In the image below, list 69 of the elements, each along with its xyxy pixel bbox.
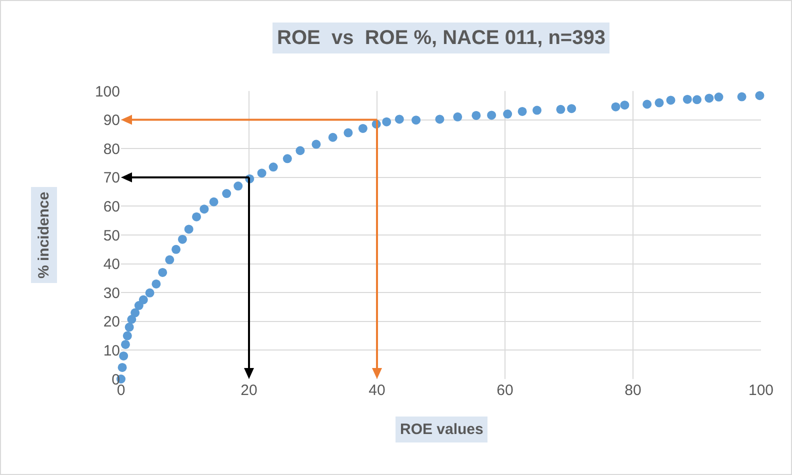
point (257, 168, 266, 178)
x-tick-label: 100 (748, 382, 774, 399)
point (358, 124, 368, 133)
point (158, 268, 168, 277)
y-tick-label: 90 (103, 112, 120, 130)
point (472, 110, 481, 120)
point (119, 351, 128, 360)
point (138, 295, 148, 304)
point (282, 154, 292, 164)
point (118, 362, 127, 372)
y-tick-label: 80 (103, 140, 120, 158)
point (130, 308, 140, 318)
y-tick-label: 40 (103, 256, 120, 274)
point (234, 182, 243, 191)
x-tick-label: 40 (368, 382, 386, 399)
point (192, 212, 202, 222)
point (268, 162, 278, 172)
point (737, 92, 746, 102)
x-tick-label: 80 (624, 382, 642, 399)
point (453, 112, 462, 122)
point (200, 204, 209, 214)
point (412, 116, 421, 125)
point (344, 128, 353, 138)
y-tick-label: 60 (103, 198, 120, 216)
y-tick-label: 50 (103, 227, 120, 244)
point (382, 117, 392, 126)
point (487, 110, 496, 120)
chart-title: ROE vs ROE %, NACE 011, n=393 (277, 27, 606, 49)
point (222, 189, 232, 198)
point (328, 132, 338, 142)
point (120, 340, 130, 349)
y-tick-label: 100 (94, 83, 120, 100)
point (145, 288, 154, 298)
point (666, 96, 676, 105)
point (620, 100, 630, 110)
point (682, 94, 692, 104)
x-axis-title: ROE values (400, 421, 484, 438)
point (178, 234, 187, 244)
point (127, 314, 136, 324)
point (209, 197, 218, 206)
y-tick-label: 70 (103, 170, 120, 187)
point (755, 91, 764, 100)
point (184, 224, 194, 234)
point (435, 114, 444, 124)
y-axis-title: % incidence (36, 192, 52, 278)
point (172, 244, 181, 254)
point (124, 322, 134, 332)
point (556, 104, 566, 114)
y-tick-label: 10 (103, 342, 120, 360)
point (714, 92, 724, 102)
point (611, 102, 620, 112)
point (152, 279, 161, 288)
y-tick-label: 30 (103, 284, 120, 302)
point (312, 140, 321, 149)
point (642, 100, 652, 109)
point (654, 98, 664, 108)
point (165, 255, 174, 264)
point (567, 104, 576, 114)
point (518, 106, 527, 116)
point (122, 331, 132, 340)
point (704, 94, 714, 103)
x-tick-label: 60 (496, 382, 514, 399)
point (692, 95, 702, 104)
point (532, 106, 542, 115)
point (394, 114, 404, 124)
x-tick-label: 20 (240, 382, 258, 399)
point (503, 110, 512, 119)
point (296, 146, 305, 156)
y-tick-label: 20 (103, 314, 120, 331)
